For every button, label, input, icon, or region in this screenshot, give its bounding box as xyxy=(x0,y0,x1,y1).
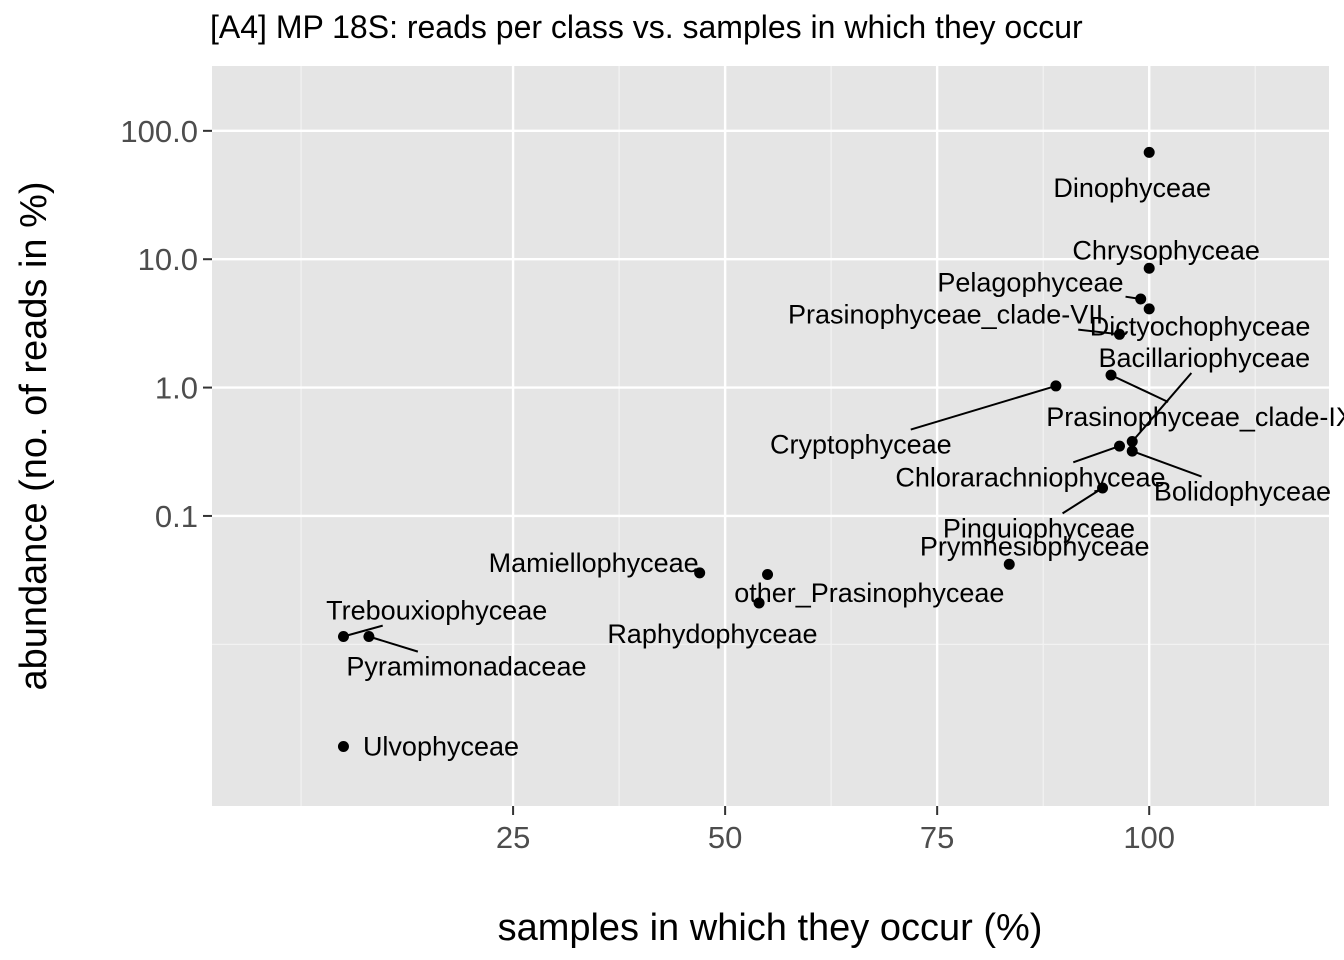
x-tick-label: 50 xyxy=(708,820,742,855)
leader-line xyxy=(1062,487,1104,515)
point-label: Cryptophyceae xyxy=(770,430,952,460)
leader-line xyxy=(1131,450,1202,478)
data-point xyxy=(337,740,349,752)
leader-line xyxy=(1131,372,1193,443)
data-point xyxy=(1143,262,1155,274)
point-label: Dinophyceae xyxy=(1053,173,1211,203)
data-point xyxy=(1114,328,1126,340)
x-axis-title: samples in which they occur (%) xyxy=(498,907,1043,949)
leader-line xyxy=(1072,445,1120,464)
data-point xyxy=(1135,293,1147,305)
point-label: other_Prasinophyceae xyxy=(734,578,1004,608)
data-point xyxy=(1050,380,1062,392)
x-tick-label: 75 xyxy=(920,820,954,855)
data-point xyxy=(753,597,765,609)
x-tick-label: 100 xyxy=(1123,820,1175,855)
point-label: Pelagophyceae xyxy=(937,267,1123,297)
plot-panel xyxy=(212,66,1329,806)
data-point xyxy=(762,568,774,580)
point-label: Ulvophyceae xyxy=(363,731,519,761)
y-tick-label: 0.1 xyxy=(155,499,198,534)
data-point xyxy=(1114,440,1126,452)
data-points xyxy=(337,146,1155,752)
data-point xyxy=(1126,436,1138,448)
y-tick-label: 10.0 xyxy=(138,242,198,277)
x-tick-label: 25 xyxy=(496,820,530,855)
grid-lines xyxy=(212,66,1329,806)
point-label: Raphydophyceae xyxy=(607,619,817,649)
point-label: Prymnesiophyceae xyxy=(920,531,1150,561)
leader-line xyxy=(910,384,1057,431)
data-point xyxy=(1003,558,1015,570)
leader-lines xyxy=(343,295,1202,653)
leader-line xyxy=(343,624,383,638)
y-axis-title: abundance (no. of reads in %) xyxy=(13,181,55,690)
point-label: Bacillariophyceae xyxy=(1099,343,1311,373)
point-label: Chlorarachniophyceae xyxy=(895,462,1165,492)
data-point xyxy=(1143,303,1155,315)
y-tick-label: 100.0 xyxy=(120,114,198,149)
point-label: Pinguiophyceae xyxy=(943,513,1135,543)
leader-line xyxy=(1078,328,1120,336)
data-point xyxy=(363,631,375,643)
point-label: Prasinophyceae_clade-VII xyxy=(788,300,1103,330)
point-label: Chrysophyceae xyxy=(1072,235,1260,265)
point-label: Bolidophyceae xyxy=(1154,477,1331,507)
leader-line xyxy=(368,635,419,653)
y-tick-label: 1.0 xyxy=(155,371,198,406)
axes: 25 50 75 100 0.1 1.0 10.0 100.0 xyxy=(120,114,1175,855)
data-point xyxy=(1097,482,1109,494)
point-label: Mamiellophyceae xyxy=(489,548,699,578)
data-point xyxy=(1143,146,1155,158)
data-point xyxy=(1126,445,1138,457)
data-point xyxy=(1105,369,1117,381)
chart-title: [A4] MP 18S: reads per class vs. samples… xyxy=(210,9,1083,45)
data-point xyxy=(694,567,706,579)
point-label: Prasinophyceae_clade-IX xyxy=(1046,402,1344,432)
point-label: Pyramimonadaceae xyxy=(346,652,586,682)
point-label: Trebouxiophyceae xyxy=(326,596,547,626)
leader-line xyxy=(1110,374,1169,403)
data-point xyxy=(337,631,349,643)
point-label: Dictyochophyceae xyxy=(1090,311,1311,341)
